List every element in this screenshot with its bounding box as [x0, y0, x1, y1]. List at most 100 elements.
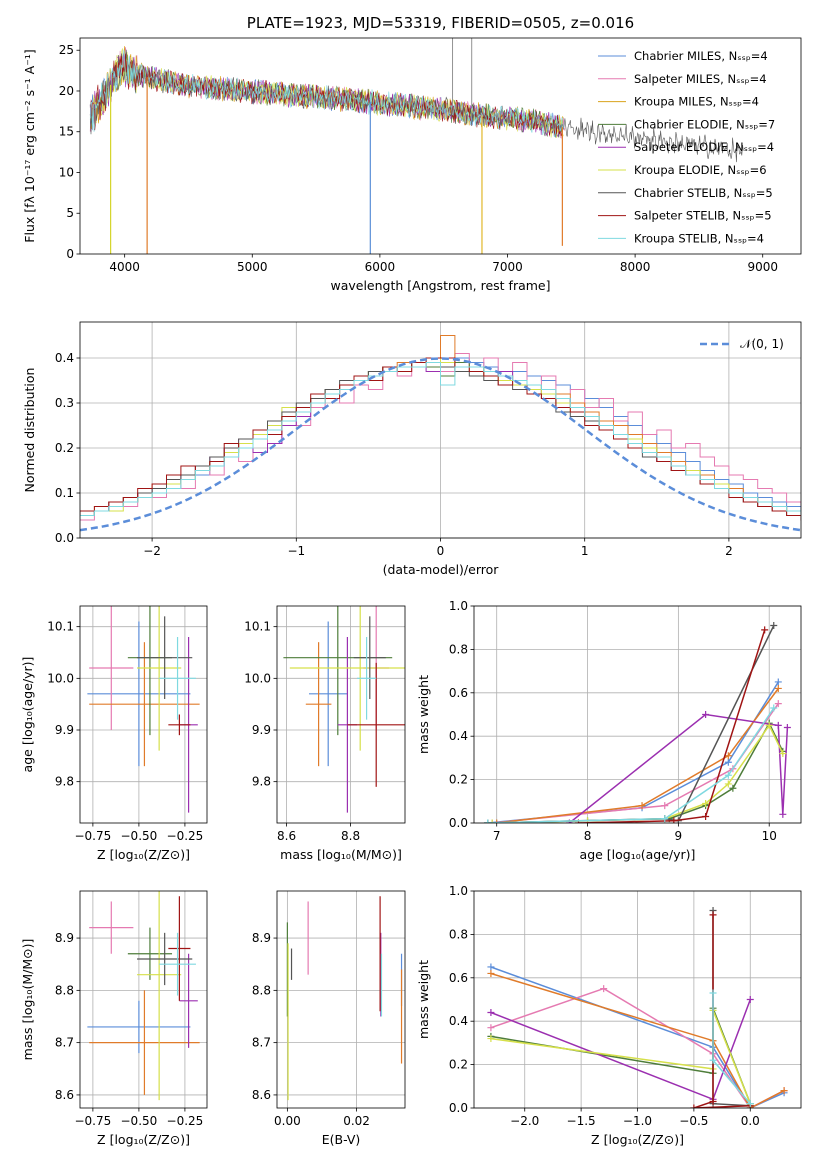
- data-layer: [484, 622, 791, 823]
- data-point: [783, 724, 791, 732]
- y-axis-label: mass [log₁₀(M/M⊙)]: [20, 939, 35, 1061]
- x-tick-label: −0.50: [121, 829, 158, 843]
- data-point: [779, 750, 787, 758]
- x-tick-label: 8.8: [341, 829, 360, 843]
- plot-area: [80, 606, 207, 823]
- x-tick-label: −1.0: [623, 1114, 652, 1128]
- series-line: [490, 972, 785, 1108]
- ticks: −0.75 −0.50 −0.25 9.8 9.9 10.0 10.1: [47, 620, 203, 843]
- ticks: 4000 5000 6000 7000 8000 9000 0 5 10 15 20 25: [59, 43, 778, 274]
- data-point: [779, 810, 787, 818]
- data-point: [709, 989, 717, 997]
- y-tick-label: 25: [59, 43, 74, 57]
- panel-7: 0.00 0.02 8.6 8.7 8.8 8.9 E(B-V): [252, 890, 406, 1147]
- data-point: [661, 802, 669, 810]
- data-point: [493, 819, 501, 823]
- x-tick-label: −1: [287, 544, 305, 558]
- x-tick-label: 1: [581, 544, 589, 558]
- y-tick-label: 8.9: [252, 931, 271, 945]
- data-point: [774, 684, 782, 692]
- y-tick-label: 0.0: [449, 816, 468, 830]
- y-tick-label: 0.0: [55, 531, 74, 545]
- data-point: [690, 1104, 698, 1108]
- panel-6: −0.75 −0.50 −0.25 8.6 8.7 8.8 8.9 Z [log₁₀(Z/Z⊙…: [20, 890, 208, 1147]
- data-point: [746, 1100, 754, 1108]
- ticks: 7 8 9 10 0.0 0.2 0.4 0.6 0.8 1.0: [449, 599, 777, 843]
- data-point: [702, 711, 710, 718]
- axes-frame: [473, 890, 802, 1109]
- ticks: 0.00 0.02 8.6 8.7 8.8 8.9: [252, 931, 370, 1128]
- legend-label: Salpeter STELIB, Nₛₛₚ=5: [634, 209, 772, 223]
- y-tick-label: 0.4: [449, 1014, 468, 1028]
- y-tick-label: 0.2: [55, 441, 74, 455]
- y-tick-label: 5: [66, 206, 74, 220]
- ticks: −0.75 −0.50 −0.25 8.6 8.7 8.8 8.9: [55, 931, 203, 1128]
- gaussian-curve: [80, 357, 801, 532]
- plot-area: [277, 606, 405, 823]
- spectrum-line: [89, 49, 564, 138]
- y-tick-label: 1.0: [449, 884, 468, 898]
- data-point: [765, 721, 773, 729]
- axes-frame: [473, 605, 802, 824]
- data-point: [780, 1087, 788, 1095]
- x-tick-label: 8: [584, 829, 592, 843]
- data-point: [487, 1024, 495, 1032]
- x-tick-label: 4000: [109, 260, 140, 274]
- y-tick-label: 8.6: [55, 1088, 74, 1102]
- axes-frame: [276, 890, 406, 1109]
- panel-1: 4000 5000 6000 7000 8000 9000 0 5 10 15 20 25 wavele…: [22, 14, 802, 293]
- data-layer: [487, 907, 788, 1108]
- y-tick-label: 10.1: [47, 620, 74, 634]
- x-tick-label: −0.25: [167, 829, 204, 843]
- y-tick-label: 0.6: [449, 686, 468, 700]
- ticks: 8.6 8.8 9.8 9.9 10.0 10.1: [244, 620, 360, 843]
- data-point: [746, 996, 754, 1003]
- legend-label: Kroupa MILES, Nₛₛₚ=4: [634, 95, 759, 109]
- plot-area: [474, 606, 801, 823]
- ticks: −2 −1 0 1 2 0.0 0.1 0.2 0.3 0.4: [55, 351, 733, 558]
- y-tick-label: 8.7: [55, 1036, 74, 1050]
- data-point: [661, 815, 669, 823]
- x-tick-label: −1.5: [567, 1114, 596, 1128]
- spectrum-line: [89, 48, 564, 139]
- data-point: [600, 985, 608, 993]
- data-point: [670, 817, 678, 823]
- y-tick-label: 0.6: [449, 971, 468, 985]
- x-tick-label: 0.00: [274, 1114, 301, 1128]
- y-axis-label: mass weight: [416, 675, 431, 754]
- data-point: [761, 626, 769, 634]
- grid: [277, 606, 405, 823]
- data-point: [724, 771, 732, 779]
- chart-title: PLATE=1923, MJD=53319, FIBERID=0505, z=0…: [247, 14, 634, 32]
- data-point: [724, 752, 732, 760]
- x-tick-label: −2.0: [510, 1114, 539, 1128]
- x-axis-label: mass [log₁₀(M/M⊙)]: [280, 847, 402, 862]
- plot-area: [80, 891, 207, 1108]
- x-tick-label: 8000: [620, 260, 651, 274]
- data-point: [770, 704, 778, 712]
- plot-area: [277, 891, 405, 1108]
- legend-label: Kroupa ELODIE, Nₛₛₚ=6: [634, 163, 767, 177]
- data-point: [774, 721, 782, 729]
- y-tick-label: 0: [66, 247, 74, 261]
- x-tick-label: 0: [437, 544, 445, 558]
- y-tick-label: 10.1: [244, 620, 271, 634]
- data-point: [774, 678, 782, 686]
- x-tick-label: 7: [493, 829, 501, 843]
- x-tick-label: −0.50: [121, 1114, 158, 1128]
- legend-label: Salpeter ELODIE, Nₛₛₚ=4: [634, 140, 774, 154]
- axes-frame: [79, 321, 802, 539]
- y-tick-label: 8.8: [252, 983, 271, 997]
- y-tick-label: 0.8: [449, 927, 468, 941]
- y-tick-label: 9.9: [55, 723, 74, 737]
- y-tick-label: 0.4: [55, 351, 74, 365]
- x-tick-label: −0.5: [679, 1114, 708, 1128]
- data-layer: [89, 38, 744, 254]
- legend-label: 𝒩(0, 1): [740, 337, 784, 351]
- x-axis-label: Z [log₁₀(Z/Z⊙)]: [97, 1132, 190, 1147]
- data-point: [487, 969, 495, 977]
- panel-5: 7 8 9 10 0.0 0.2 0.4 0.6 0.8 1.0 age [log₁₀(age/yr…: [416, 599, 802, 862]
- y-tick-label: 20: [59, 84, 74, 98]
- y-tick-label: 9.8: [55, 775, 74, 789]
- panel-8: −2.0 −1.5 −1.0 −0.5 0.0 0.0 0.2 0.4 0.6 0.8 1.0 Z […: [416, 884, 802, 1147]
